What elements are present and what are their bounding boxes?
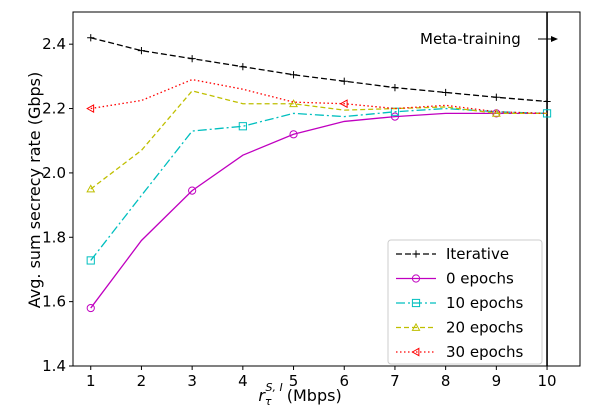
point-iterative-5: [289, 71, 298, 79]
legend-marker-20-epochs: [411, 322, 421, 331]
x-tick-label-4: 4: [238, 372, 248, 390]
axes: 1 2 3 4 5 6 7 8 9 10 1.4 1.6 1.8 2.0 2.2 2.4: [42, 11, 581, 390]
legend-marker-30-epochs: [411, 347, 420, 357]
x-tick-label-3: 3: [187, 372, 197, 390]
point-iterative-3: [188, 55, 196, 63]
legend-label-iterative: Iterative: [446, 245, 509, 263]
x-tick-label-7: 7: [390, 372, 400, 390]
y-tick-label-2.0: 2.0: [42, 164, 66, 182]
x-axis-label-sup: S, I: [266, 381, 283, 394]
x-tick-label-10: 10: [537, 372, 556, 390]
point-20-epochs-9: [491, 108, 501, 117]
x-axis-label-unit: (Mbps): [287, 386, 342, 405]
point-iterative-4: [239, 63, 247, 71]
x-axis-label-var: r: [258, 386, 266, 405]
point-0-epochs-5: [289, 130, 298, 139]
series-line-10-epochs: [90, 107, 548, 261]
series-line-0-epochs: [90, 112, 548, 309]
point-0-epochs-3: [188, 186, 197, 195]
legend-marker-10-epochs: [411, 298, 421, 308]
point-iterative-1: [87, 34, 95, 42]
point-iterative-10: [543, 97, 551, 106]
x-tick-label-2: 2: [137, 372, 147, 390]
point-20-epochs-5: [289, 99, 298, 108]
point-20-epochs-1: [86, 184, 96, 193]
series-10-epochs: [86, 107, 552, 265]
point-30-epochs-6: [339, 99, 348, 109]
point-10-epochs-4: [238, 122, 247, 131]
y-tick-label-1.8: 1.8: [42, 228, 66, 246]
series-line-30-epochs: [90, 78, 548, 115]
legend-label-0-epochs: 0 epochs: [446, 270, 514, 288]
legend-marker-0-epochs: [411, 274, 421, 283]
series-line-iterative: [90, 37, 548, 103]
legend-marker-iterative: [412, 250, 420, 258]
point-iterative-7: [391, 84, 399, 92]
x-axis-label: rτS, I (Mbps): [258, 381, 341, 408]
point-0-epochs-7: [390, 112, 400, 121]
series-iterative: [87, 34, 551, 106]
annotation-arrowhead: [551, 36, 558, 42]
y-tick-label-2.2: 2.2: [42, 100, 66, 118]
series-30-epochs: [86, 78, 548, 115]
y-axis-label: Avg. sum secrecy rate (Gbps): [25, 72, 44, 308]
series-20-epochs: [86, 90, 548, 193]
point-0-epochs-1: [86, 303, 95, 313]
x-tick-label-9: 9: [492, 372, 502, 390]
x-tick-label-8: 8: [441, 372, 451, 390]
point-iterative-9: [492, 93, 500, 101]
legend-label-20-epochs: 20 epochs: [446, 319, 524, 337]
point-10-epochs-1: [86, 256, 95, 265]
axes-frame: [72, 11, 581, 367]
x-tick-label-5: 5: [289, 372, 299, 390]
legend: Iterative 0 epochs 10 epochs 20 epochs 30 ep…: [387, 239, 543, 365]
point-iterative-2: [137, 47, 146, 55]
point-iterative-6: [340, 77, 348, 85]
y-tick-label-2.4: 2.4: [42, 35, 66, 53]
point-30-epochs-1: [86, 104, 95, 113]
legend-label-10-epochs: 10 epochs: [446, 294, 524, 312]
meta-training-annotation: Meta-training: [420, 30, 521, 48]
series-line-20-epochs: [90, 90, 548, 190]
y-tick-label-1.4: 1.4: [42, 357, 66, 375]
plot-area: [86, 12, 558, 366]
point-iterative-8: [442, 88, 450, 97]
legend-box: [387, 239, 543, 365]
legend-label-30-epochs: 30 epochs: [446, 343, 524, 361]
x-tick-label-1: 1: [86, 372, 96, 390]
x-tick-label-6: 6: [339, 372, 349, 390]
y-tick-label-1.6: 1.6: [42, 293, 66, 311]
x-axis-label-sub: τ: [265, 395, 272, 408]
